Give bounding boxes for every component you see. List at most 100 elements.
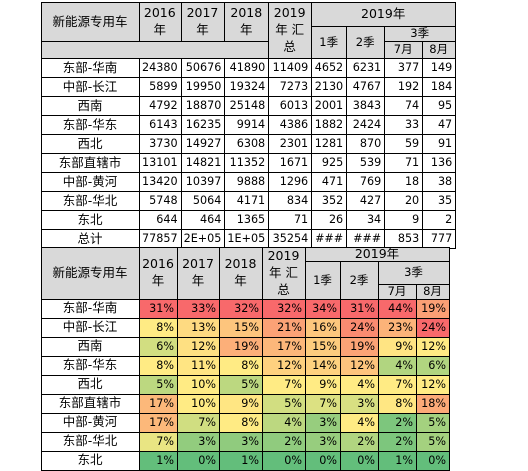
share-cell: 8% bbox=[378, 393, 417, 414]
share-cell: 2% bbox=[262, 431, 306, 452]
share-cell: 7% bbox=[177, 412, 220, 433]
volume-cell: 6231 bbox=[346, 58, 386, 78]
share-header-label: 新能源专用车 bbox=[41, 247, 140, 300]
volume-cell: 74 bbox=[384, 96, 424, 116]
region-label: 总计 bbox=[41, 229, 140, 249]
volume-cell: 1E+05 bbox=[224, 229, 270, 249]
region-label: 东北 bbox=[41, 210, 140, 230]
share-cell: 19% bbox=[340, 336, 379, 357]
volume-cell: 41890 bbox=[224, 58, 270, 78]
share-cell: 34% bbox=[305, 298, 341, 319]
volume-cell: 427 bbox=[346, 191, 386, 211]
region-label: 东部-华南 bbox=[41, 58, 140, 78]
volume-cell: 26 bbox=[311, 210, 348, 230]
share-cell: 4% bbox=[378, 355, 417, 376]
volume-cell: 4767 bbox=[346, 77, 386, 97]
share-row: 东北 1% 0% 1% 0% 0% 0% 1% 0% bbox=[41, 450, 450, 471]
region-label: 中部-黄河 bbox=[41, 172, 140, 192]
share-cell: 5% bbox=[219, 374, 263, 395]
volume-cell: 2E+05 bbox=[180, 229, 226, 249]
share-cell: 8% bbox=[219, 412, 263, 433]
share-cell: 8% bbox=[219, 355, 263, 376]
share-cell: 2% bbox=[340, 431, 379, 452]
share-cell: 5% bbox=[416, 431, 450, 452]
share-cell: 3% bbox=[219, 431, 263, 452]
share-cell: 1% bbox=[378, 450, 417, 471]
volume-cell: 35254 bbox=[268, 229, 313, 249]
volume-cell: 18 bbox=[384, 172, 424, 192]
region-label: 东北 bbox=[41, 450, 140, 471]
region-label: 中部-长江 bbox=[41, 77, 140, 97]
share-year-header-2019-total: 2019 年 汇总 bbox=[262, 247, 306, 300]
share-cell: 31% bbox=[340, 298, 379, 319]
volume-cell: 19324 bbox=[224, 77, 270, 97]
volume-cell: 6308 bbox=[224, 134, 270, 154]
volume-cell: 471 bbox=[311, 172, 348, 192]
volume-cell: 777 bbox=[422, 229, 457, 249]
share-row: 东部-华北 7% 3% 3% 2% 3% 2% 2% 5% bbox=[41, 431, 450, 452]
volume-cell: 11352 bbox=[224, 153, 270, 173]
share-cell: 0% bbox=[416, 450, 450, 471]
volume-cell: 77857 bbox=[139, 229, 182, 249]
group-header-2019: 2019年 bbox=[311, 2, 457, 27]
share-cell: 11% bbox=[177, 355, 220, 376]
volume-cell: 1281 bbox=[311, 134, 348, 154]
share-month-8-header: 8月 bbox=[416, 283, 450, 300]
volume-cell: 1882 bbox=[311, 115, 348, 135]
volume-cell: 5064 bbox=[180, 191, 226, 211]
volume-row: 东部-华南 24380 50676 41890 11409 4652 6231 377 149 bbox=[41, 58, 457, 78]
volume-cell: 9 bbox=[384, 210, 424, 230]
year-header-2017: 2017 年 bbox=[180, 2, 226, 42]
quarter-3-header: 3季 bbox=[384, 26, 457, 42]
share-cell: 3% bbox=[177, 431, 220, 452]
share-cell: 12% bbox=[262, 355, 306, 376]
share-cell: 6% bbox=[139, 336, 178, 357]
share-cell: 7% bbox=[262, 374, 306, 395]
volume-cell: 9888 bbox=[224, 172, 270, 192]
volume-cell: 18870 bbox=[180, 96, 226, 116]
region-label: 东部-华北 bbox=[41, 431, 140, 452]
share-cell: 7% bbox=[139, 431, 178, 452]
share-cell: 12% bbox=[416, 336, 450, 357]
volume-cell: 7273 bbox=[268, 77, 313, 97]
year-header-2019-total: 2019 年 汇总 bbox=[268, 2, 313, 59]
share-cell: 32% bbox=[262, 298, 306, 319]
volume-row: 总计 77857 2E+05 1E+05 35254 ### ### 853 777 bbox=[41, 229, 457, 249]
volume-cell: 13101 bbox=[139, 153, 182, 173]
volume-cell: 5899 bbox=[139, 77, 182, 97]
share-cell: 9% bbox=[219, 393, 263, 414]
share-row: 西南 6% 12% 19% 17% 15% 19% 9% 12% bbox=[41, 336, 450, 357]
share-cell: 19% bbox=[219, 336, 263, 357]
region-label: 东部直辖市 bbox=[41, 393, 140, 414]
share-cell: 9% bbox=[378, 336, 417, 357]
share-cell: 31% bbox=[139, 298, 178, 319]
year-header-2016: 2016 年 bbox=[139, 2, 182, 42]
volume-row: 中部-长江 5899 19950 19324 7273 2130 4767 192 184 bbox=[41, 77, 457, 97]
share-cell: 7% bbox=[305, 393, 341, 414]
share-cell: 8% bbox=[139, 355, 178, 376]
share-cell: 9% bbox=[305, 374, 341, 395]
share-quarter-3-header: 3季 bbox=[378, 261, 450, 285]
volume-cell: 34 bbox=[346, 210, 386, 230]
share-table: 新能源专用车 2016 年 2017 年 2018 年 2019 年 汇总 2019年 … bbox=[41, 247, 450, 471]
share-quarter-1-header: 1季 bbox=[305, 261, 341, 300]
volume-cell: 769 bbox=[346, 172, 386, 192]
volume-cell: 2130 bbox=[311, 77, 348, 97]
volume-cell: 4171 bbox=[224, 191, 270, 211]
share-month-7-header: 7月 bbox=[378, 283, 417, 300]
share-cell: 23% bbox=[378, 317, 417, 338]
share-cell: 10% bbox=[177, 393, 220, 414]
volume-cell: 50676 bbox=[180, 58, 226, 78]
volume-cell: 1296 bbox=[268, 172, 313, 192]
share-cell: 5% bbox=[139, 374, 178, 395]
share-cell: 17% bbox=[139, 393, 178, 414]
share-cell: 4% bbox=[262, 412, 306, 433]
share-cell: 0% bbox=[305, 450, 341, 471]
share-cell: 12% bbox=[340, 355, 379, 376]
share-row: 中部-黄河 17% 7% 8% 4% 3% 4% 2% 5% bbox=[41, 412, 450, 433]
volume-cell: 35 bbox=[422, 191, 457, 211]
volume-cell: 59 bbox=[384, 134, 424, 154]
volume-cell: 16235 bbox=[180, 115, 226, 135]
volume-cell: 95 bbox=[422, 96, 457, 116]
volume-row: 西北 3730 14927 6308 2301 1281 870 59 91 bbox=[41, 134, 457, 154]
